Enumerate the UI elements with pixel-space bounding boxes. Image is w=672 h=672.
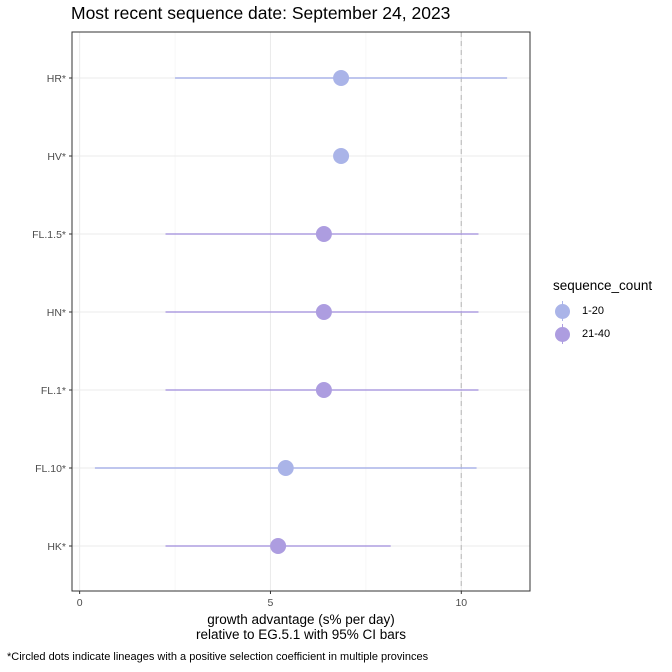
x-tick-label: 10 — [455, 597, 467, 609]
legend-key-dot — [555, 303, 570, 319]
x-tick-label: 5 — [268, 597, 274, 609]
data-point — [270, 538, 287, 554]
chart-title: Most recent sequence date: September 24,… — [71, 3, 451, 23]
plot-area: HR* HV* FL.1.5* HN* FL.1* FL.10* HK* 0 5 10 — [32, 31, 531, 609]
data-point — [315, 304, 332, 320]
data-point — [315, 382, 332, 398]
footnote-caption: *Circled dots indicate lineages with a p… — [7, 651, 429, 663]
legend-item-21-40: 21-40 — [553, 322, 652, 345]
legend-label-1-20: 1-20 — [582, 304, 605, 317]
x-axis-title-line2: relative to EG.5.1 with 95% CI bars — [195, 627, 407, 642]
legend-key-dot — [555, 326, 570, 342]
legend-item-1-20: 1-20 — [553, 299, 652, 322]
y-tick-label: HV* — [47, 151, 66, 163]
legend-key-21-40 — [553, 323, 573, 344]
data-point — [277, 460, 294, 476]
legend-title: sequence_count — [553, 278, 653, 293]
y-tick-label: HR* — [47, 73, 66, 85]
data-marks — [94, 70, 508, 554]
x-axis-title-line1: growth advantage (s% per day) — [207, 612, 395, 627]
legend-key-1-20 — [553, 300, 573, 321]
x-axis: 0 5 10 — [77, 591, 467, 609]
y-tick-label: HK* — [47, 541, 66, 553]
data-point — [315, 226, 332, 242]
legend: sequence_count 1-20 21-40 — [553, 278, 652, 345]
y-tick-label: FL.1* — [41, 385, 66, 397]
data-point — [333, 70, 350, 86]
y-axis: HR* HV* FL.1.5* HN* FL.1* FL.10* HK* — [32, 73, 72, 553]
legend-label-21-40: 21-40 — [582, 327, 611, 340]
y-tick-label: HN* — [47, 307, 66, 319]
y-tick-label: FL.10* — [35, 463, 66, 475]
x-tick-label: 0 — [77, 597, 83, 609]
y-tick-label: FL.1.5* — [32, 229, 66, 241]
data-point — [333, 148, 350, 164]
